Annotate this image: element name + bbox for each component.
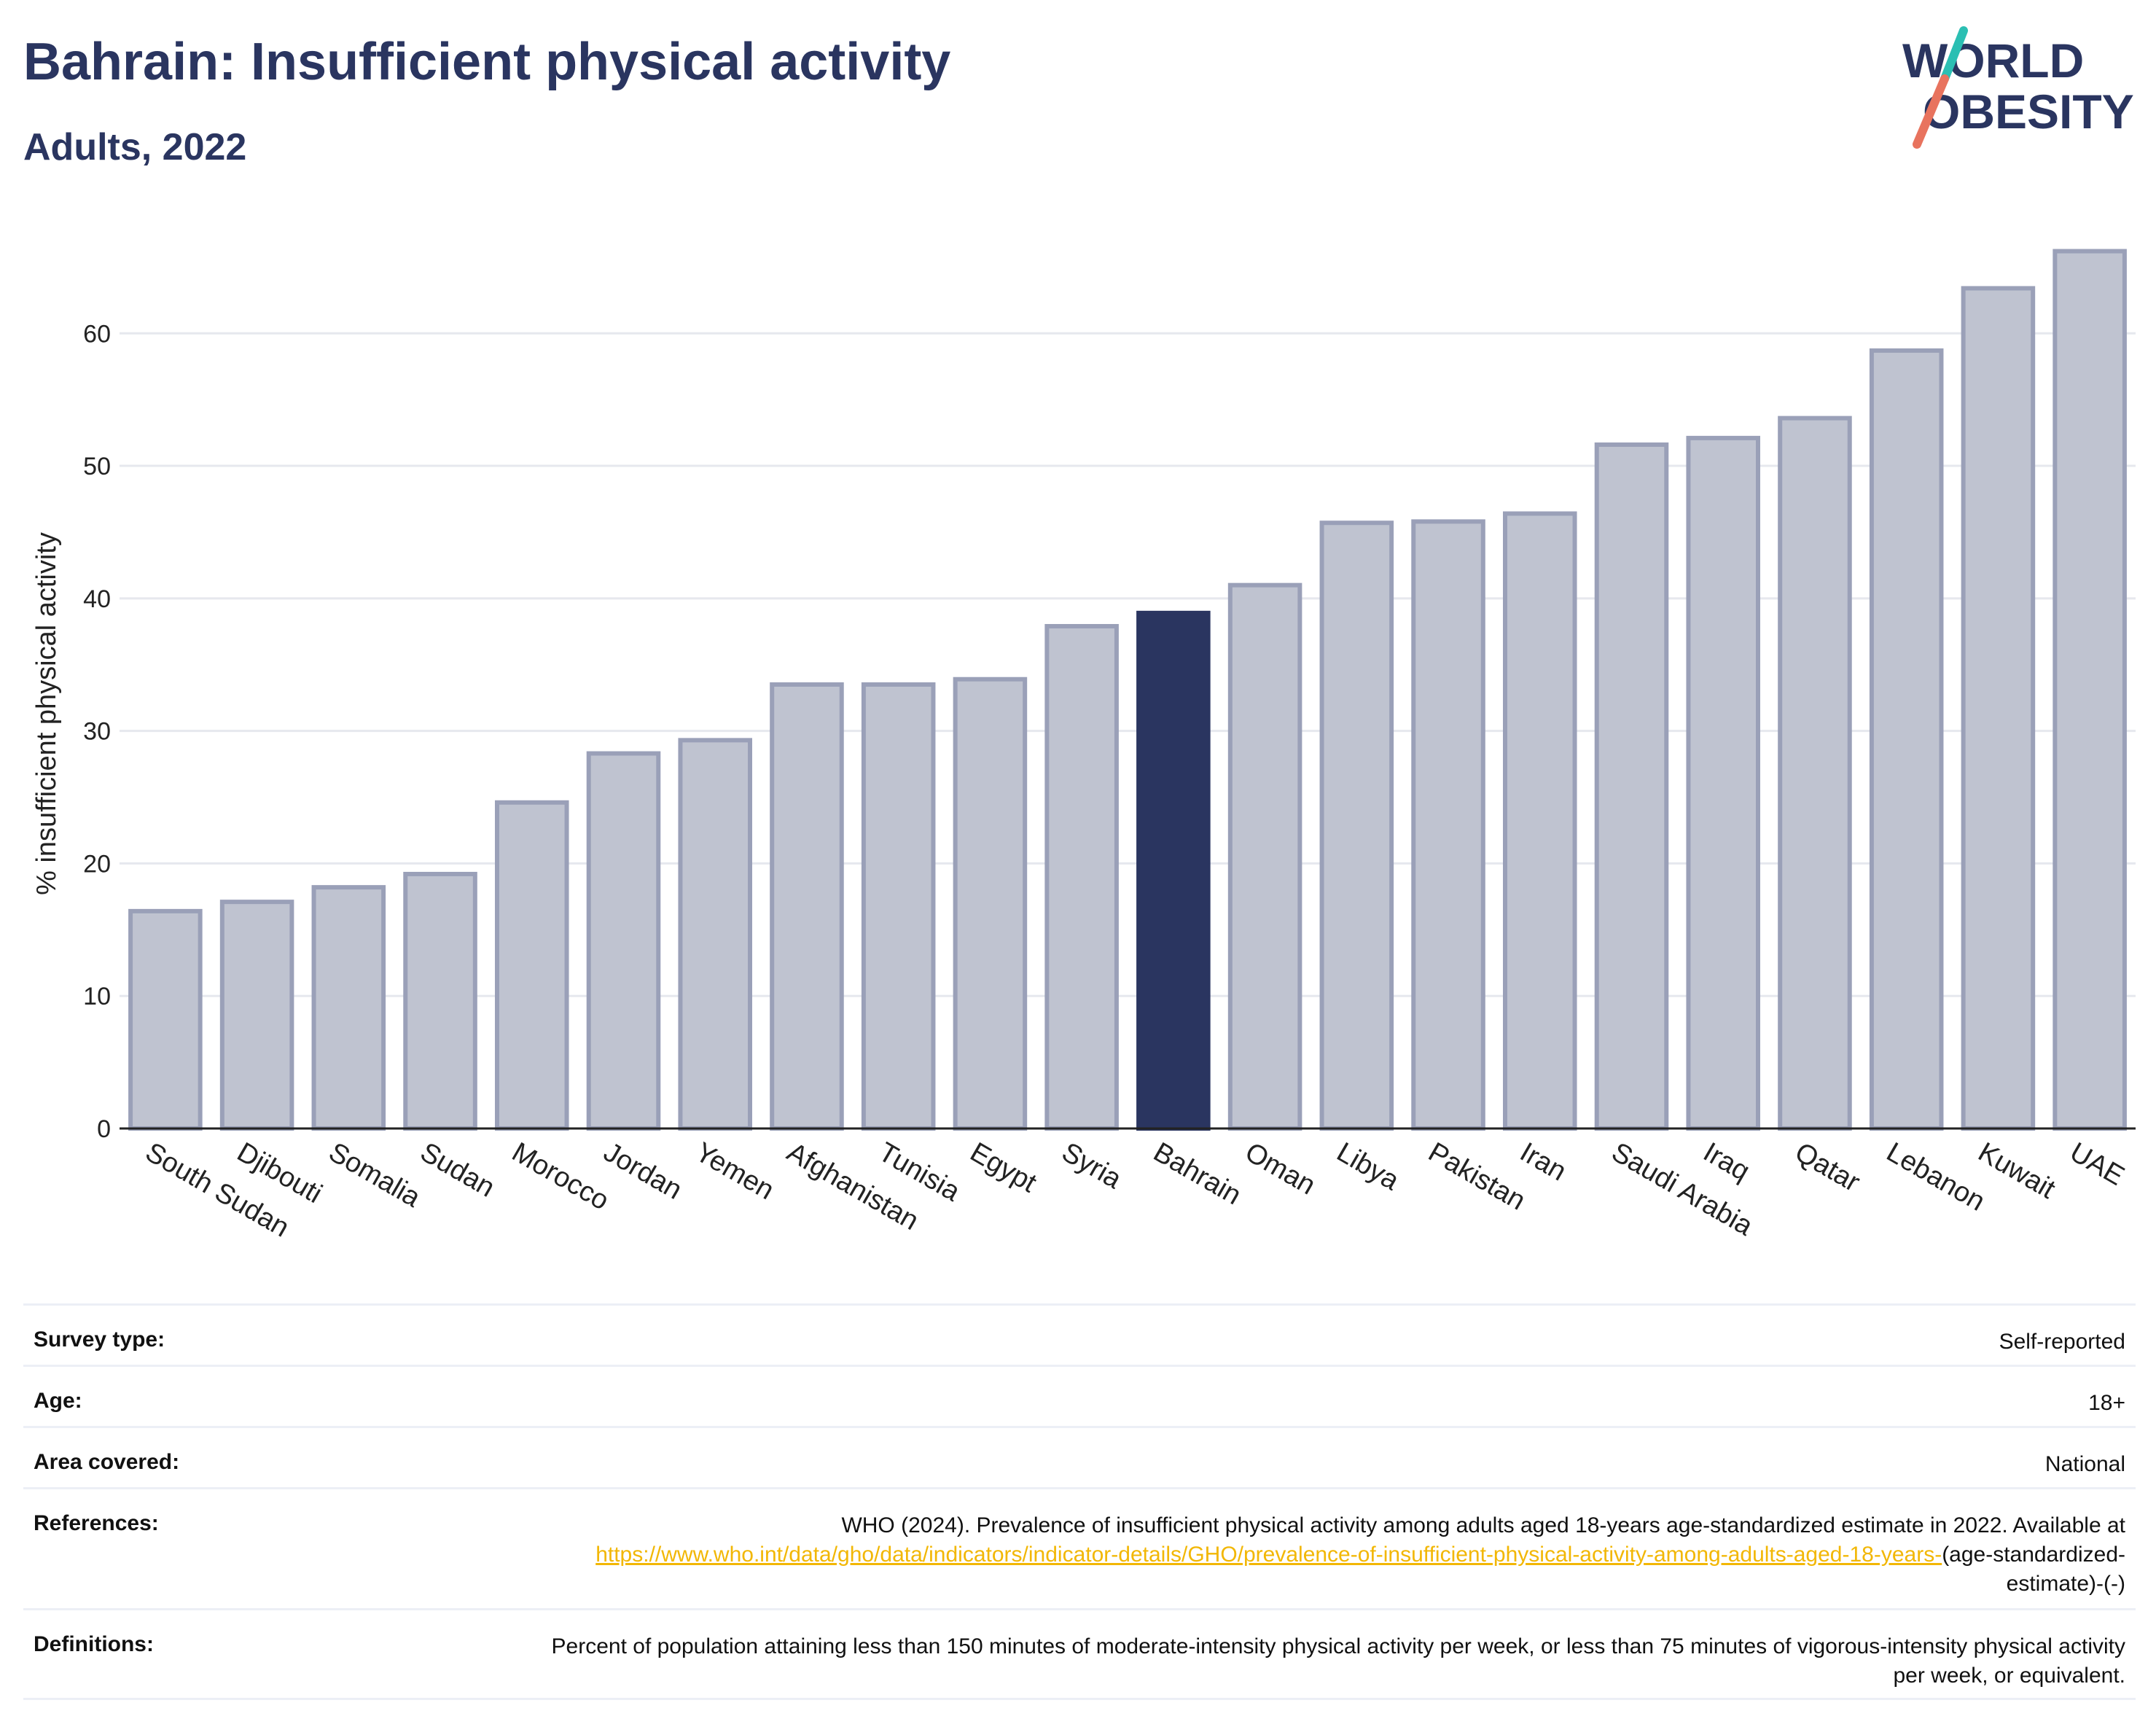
bar-afghanistan [770,682,844,1131]
age-value: 18+ [2088,1391,2125,1415]
x-tick-label: Libya [1332,1136,1405,1196]
meta-row-survey-type: Survey type: Self-reported [23,1303,2136,1365]
meta-row-area: Area covered: National [23,1426,2136,1487]
y-tick-label: 30 [83,718,111,746]
y-axis-title: % insufficient physical activity [31,532,62,895]
bar-sudan [403,871,477,1131]
bar-djibouti [219,900,294,1131]
y-axis-ticks: 0 10 20 30 40 50 60 [83,320,111,1143]
bar-oman [1227,582,1302,1131]
bar-egypt [953,677,1028,1131]
bar-tunisia [861,682,936,1131]
bar-saudi-arabia [1594,442,1669,1131]
bar-bahrain [1136,610,1211,1131]
chart-subtitle: Adults, 2022 [23,126,247,168]
x-tick-label: Morocco [507,1136,614,1216]
meta-row-age: Age: 18+ [23,1365,2136,1426]
x-tick-label: Jordan [598,1136,687,1205]
references-suffix: (age-standardized-estimate)-(-) [1942,1543,2125,1596]
definitions-label: Definitions: [34,1632,154,1656]
bar-qatar [1778,416,1852,1131]
y-tick-label: 20 [83,850,111,878]
bar-iraq [1686,435,1761,1131]
age-label: Age: [34,1389,82,1413]
x-tick-label: Iraq [1698,1136,1755,1187]
bar-kuwait [1961,286,2036,1131]
x-tick-label: Yemen [690,1136,779,1206]
x-tick-label: Pakistan [1423,1136,1531,1216]
meta-row-definitions: Definitions: Percent of population attai… [23,1608,2136,1700]
bar-pakistan [1411,519,1485,1131]
x-tick-label: Sudan [415,1136,500,1203]
bar-south-sudan [128,908,203,1131]
references-text: WHO (2024). Prevalence of insufficient p… [841,1513,2125,1537]
logo-line-2: OBESITY [1923,85,2134,139]
bar-chart: 0 10 20 30 40 50 60 South SudanDjiboutiSomalia… [31,249,2136,1244]
logo-slash-coral [1913,74,1949,149]
x-tick-label: Somalia [324,1136,426,1213]
x-tick-label: Egypt [965,1136,1042,1198]
area-value: National [2044,1452,2125,1476]
world-obesity-logo: WORLD OBESITY [1902,26,2134,149]
references-value: WHO (2024). Prevalence of insufficient p… [536,1489,2136,1599]
bar-iran [1502,511,1577,1131]
survey-type-value: Self-reported [1999,1330,2125,1354]
y-tick-label: 0 [97,1115,111,1143]
x-tick-label: Iran [1515,1136,1571,1187]
logo-line-1: WORLD [1902,34,2084,87]
x-tick-label: Lebanon [1881,1136,1990,1217]
bar-libya [1319,520,1394,1131]
x-tick-label: UAE [2065,1136,2130,1191]
y-tick-label: 50 [83,453,111,480]
bar-lebanon [1869,348,1944,1131]
logo-slash-teal [1940,26,1968,83]
references-label: References: [34,1511,159,1535]
meta-row-references: References: WHO (2024). Prevalence of in… [23,1487,2136,1608]
metadata-table: Survey type: Self-reported Age: 18+ Area… [23,1303,2136,1700]
y-tick-label: 60 [83,320,111,348]
bars [128,249,2127,1131]
x-tick-label: Bahrain [1148,1136,1246,1211]
bar-morocco [494,800,569,1131]
bar-syria [1044,624,1119,1131]
y-tick-label: 10 [83,983,111,1010]
x-tick-label: Oman [1240,1136,1321,1201]
x-tick-label: Syria [1057,1136,1128,1195]
bar-somalia [311,885,386,1131]
y-tick-label: 40 [83,585,111,613]
bar-uae [2053,249,2127,1131]
definitions-value: Percent of population attaining less tha… [551,1634,2125,1688]
chart-title: Bahrain: Insufficient physical activity [23,33,951,91]
references-link[interactable]: https://www.who.int/data/gho/data/indica… [595,1543,1942,1567]
bar-yemen [678,738,753,1131]
area-label: Area covered: [34,1450,180,1474]
x-tick-label: Qatar [1789,1136,1865,1198]
bar-jordan [586,751,661,1131]
survey-type-label: Survey type: [34,1327,165,1352]
